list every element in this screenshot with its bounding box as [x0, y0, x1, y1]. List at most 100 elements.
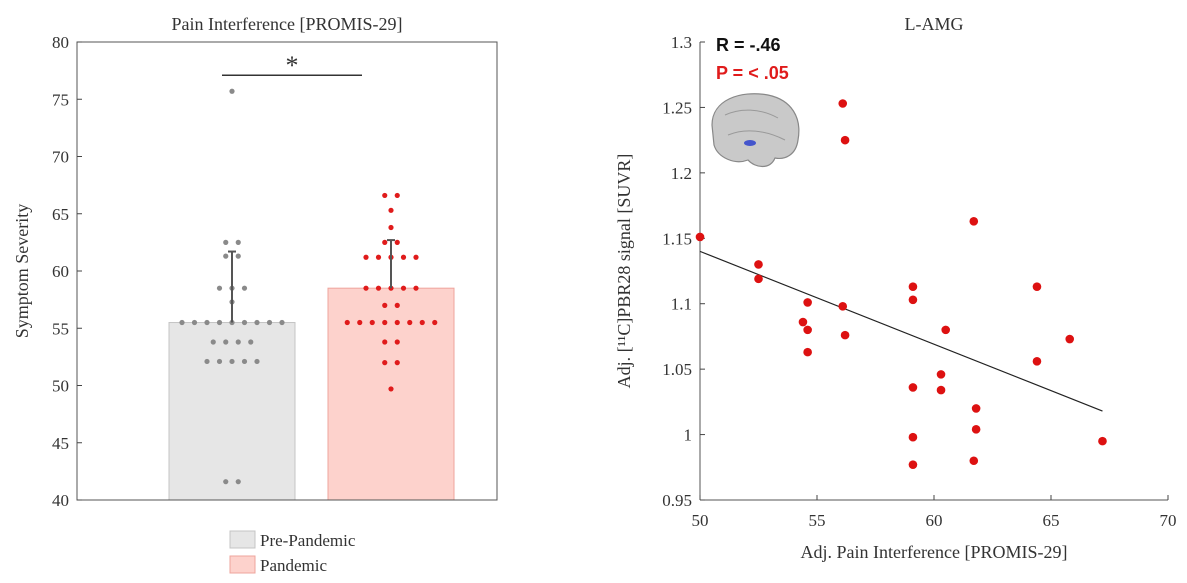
data-point [223, 240, 228, 245]
data-point [696, 233, 705, 242]
data-point [432, 320, 437, 325]
y-tick-label: 1.3 [671, 33, 692, 52]
data-point [413, 255, 418, 260]
data-point [382, 360, 387, 365]
y-tick-label: 60 [52, 262, 69, 281]
x-tick-label: 70 [1160, 511, 1177, 530]
data-point [909, 295, 918, 304]
data-point [909, 282, 918, 291]
data-point [395, 339, 400, 344]
brain-icon [712, 94, 799, 167]
y-tick-label: 1.25 [662, 98, 692, 117]
data-point [254, 320, 259, 325]
data-point [803, 298, 812, 307]
data-point [388, 225, 393, 230]
data-point [279, 320, 284, 325]
chart-title: L-AMG [905, 14, 964, 34]
legend-swatch [230, 556, 255, 573]
data-point [236, 254, 241, 259]
data-point [242, 320, 247, 325]
data-point [382, 240, 387, 245]
data-point [217, 286, 222, 291]
data-point [1033, 357, 1042, 366]
data-point [754, 260, 763, 269]
data-point [972, 404, 981, 413]
data-point [382, 303, 387, 308]
y-axis-label: Symptom Severity [12, 204, 32, 339]
y-tick-label: 1 [684, 426, 693, 445]
data-point [179, 320, 184, 325]
legend-swatch [230, 531, 255, 548]
data-point [388, 208, 393, 213]
legend-label: Pre-Pandemic [260, 531, 356, 550]
y-tick-label: 1.1 [671, 295, 692, 314]
data-point [395, 193, 400, 198]
data-point [363, 255, 368, 260]
data-point [1098, 437, 1107, 446]
data-point [357, 320, 362, 325]
data-point [841, 136, 850, 145]
bar [169, 323, 295, 500]
data-point [236, 339, 241, 344]
data-point [401, 286, 406, 291]
data-point [972, 425, 981, 434]
y-tick-label: 40 [52, 491, 69, 510]
data-point [395, 360, 400, 365]
data-point [363, 286, 368, 291]
data-point [236, 479, 241, 484]
data-point [267, 320, 272, 325]
y-tick-label: 65 [52, 205, 69, 224]
data-point [223, 339, 228, 344]
page: {"chart_data": [ {"type": "bar", "title"… [0, 0, 1187, 578]
data-point [395, 303, 400, 308]
data-point [254, 359, 259, 364]
data-point [345, 320, 350, 325]
y-tick-label: 75 [52, 90, 69, 109]
brain-roi [744, 140, 756, 146]
y-tick-label: 50 [52, 377, 69, 396]
data-point [382, 339, 387, 344]
x-axis-label: Adj. Pain Interference [PROMIS-29] [801, 542, 1068, 562]
brain-shape [712, 94, 799, 167]
data-point [395, 240, 400, 245]
data-point [407, 320, 412, 325]
data-point [370, 320, 375, 325]
x-tick-label: 55 [809, 511, 826, 530]
legend-label: Pandemic [260, 556, 327, 575]
data-point [838, 99, 847, 108]
data-point [754, 275, 763, 284]
data-point [229, 359, 234, 364]
data-point [969, 456, 978, 465]
data-point [937, 370, 946, 379]
data-point [1033, 282, 1042, 291]
x-tick-label: 60 [926, 511, 943, 530]
data-point [217, 320, 222, 325]
data-point [248, 339, 253, 344]
data-point [192, 320, 197, 325]
data-point [388, 386, 393, 391]
data-point [413, 286, 418, 291]
data-point [223, 479, 228, 484]
data-point [229, 89, 234, 94]
y-tick-label: 45 [52, 434, 69, 453]
data-point [969, 217, 978, 226]
significance-label: * [286, 51, 299, 80]
data-point [803, 348, 812, 357]
data-point [204, 320, 209, 325]
data-point [1065, 335, 1074, 344]
data-point [937, 386, 946, 395]
y-tick-label: 70 [52, 148, 69, 167]
data-point [909, 460, 918, 469]
data-point [376, 255, 381, 260]
data-point [941, 326, 950, 335]
data-point [838, 302, 847, 311]
y-tick-label: 55 [52, 319, 69, 338]
y-tick-label: 0.95 [662, 491, 692, 510]
y-tick-label: 80 [52, 33, 69, 52]
chart-title: Pain Interference [PROMIS-29] [172, 14, 403, 34]
data-point [420, 320, 425, 325]
data-point [242, 359, 247, 364]
data-point [376, 286, 381, 291]
annotation: R = -.46 [716, 35, 781, 55]
data-point [401, 255, 406, 260]
